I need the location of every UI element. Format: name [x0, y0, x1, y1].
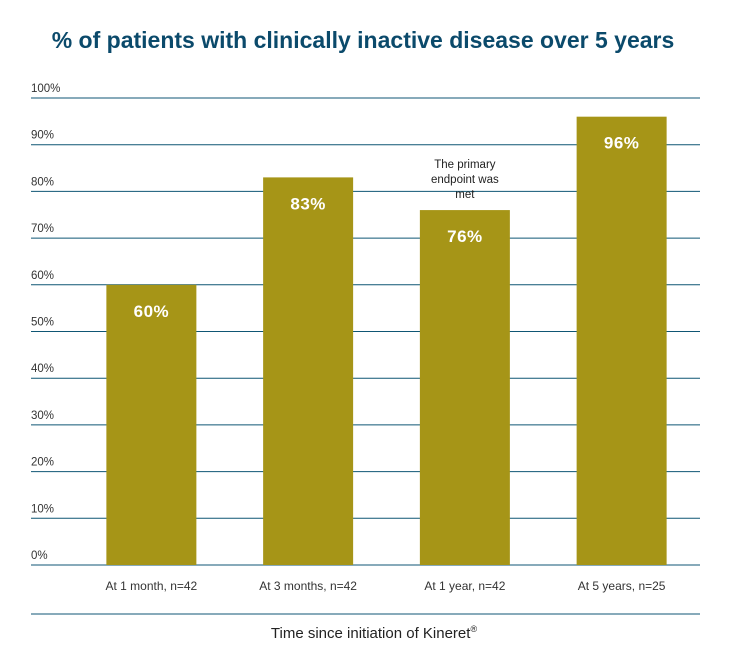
annotation-line: met	[455, 189, 475, 201]
value-labels: 60% 83% 76% 96%	[134, 134, 640, 321]
y-tick-label: 40%	[31, 363, 54, 375]
bar-value-label: 83%	[290, 194, 326, 213]
x-tick-label: At 3 months, n=42	[259, 579, 357, 593]
y-tick-label: 20%	[31, 457, 54, 469]
bar-value-label: 96%	[604, 134, 640, 153]
bar	[263, 177, 354, 565]
x-axis-title: Time since initiation of Kineret®	[271, 624, 478, 642]
bar-value-label: 60%	[134, 302, 170, 321]
y-axis-ticks: 100% 90% 80% 70% 60% 50% 40% 30% 20% 10% 0%	[31, 83, 60, 562]
registered-mark: ®	[470, 624, 477, 634]
x-tick-label: At 1 month, n=42	[106, 579, 198, 593]
y-tick-label: 30%	[31, 410, 54, 422]
y-tick-label: 90%	[31, 130, 54, 142]
bars	[106, 116, 667, 566]
y-tick-label: 50%	[31, 317, 54, 329]
y-tick-label: 60%	[31, 270, 54, 282]
x-axis-title-text: Time since initiation of Kineret	[271, 625, 471, 642]
y-tick-label: 10%	[31, 503, 54, 515]
y-tick-label: 70%	[31, 223, 54, 235]
bar	[576, 116, 667, 566]
chart-title: % of patients with clinically inactive d…	[52, 27, 675, 53]
annotation: The primary endpoint was met	[431, 159, 499, 201]
y-tick-label: 80%	[31, 176, 54, 188]
y-tick-label: 100%	[31, 83, 60, 95]
x-tick-label: At 1 year, n=42	[424, 579, 505, 593]
annotation-line: The primary	[434, 159, 496, 171]
bar	[106, 284, 197, 565]
bar-value-label: 76%	[447, 227, 483, 246]
x-axis-ticks: At 1 month, n=42 At 3 months, n=42 At 1 ye…	[106, 579, 666, 593]
annotation-line: endpoint was	[431, 174, 499, 186]
x-tick-label: At 5 years, n=25	[578, 579, 666, 593]
y-tick-label: 0%	[31, 550, 48, 562]
bar	[419, 210, 510, 565]
